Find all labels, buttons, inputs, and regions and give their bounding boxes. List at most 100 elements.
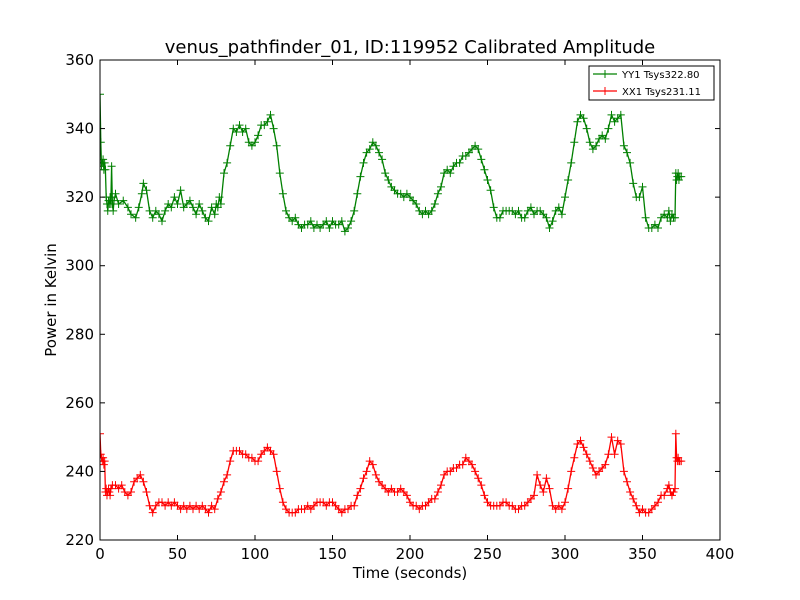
data-point <box>117 481 126 490</box>
data-point <box>215 193 224 202</box>
y-tick-label: 280 <box>65 325 94 343</box>
data-point <box>582 124 591 133</box>
data-point <box>671 429 680 438</box>
data-point <box>671 484 680 493</box>
data-point <box>536 481 545 490</box>
data-point <box>619 141 628 150</box>
data-point <box>626 488 635 496</box>
data-point <box>585 457 594 466</box>
data-point <box>100 460 108 469</box>
data-point <box>272 141 281 150</box>
data-point <box>263 117 272 126</box>
data-point <box>588 464 597 472</box>
x-tick-label: 200 <box>396 545 425 563</box>
data-point <box>100 158 109 167</box>
data-point <box>148 213 157 222</box>
data-point <box>137 189 146 198</box>
x-tick-label: 100 <box>241 545 270 563</box>
data-point <box>375 148 383 157</box>
data-point <box>530 491 538 500</box>
data-point <box>353 189 362 198</box>
data-point <box>629 179 638 188</box>
data-point <box>101 165 110 174</box>
y-tick-label: 300 <box>65 257 94 275</box>
data-point <box>365 145 374 154</box>
data-point <box>592 141 600 150</box>
data-point <box>585 138 594 147</box>
y-tick-label: 340 <box>65 120 94 138</box>
legend-label: XX1 Tsys231.11 <box>622 87 701 98</box>
data-point <box>474 474 483 483</box>
data-point <box>127 488 135 496</box>
data-point <box>601 134 610 143</box>
data-point <box>474 145 483 154</box>
data-point <box>235 121 244 130</box>
y-tick-label: 320 <box>65 188 94 206</box>
series-line <box>100 94 682 233</box>
data-point <box>106 484 115 493</box>
data-point <box>654 498 662 507</box>
data-point <box>471 467 480 476</box>
data-point <box>638 182 647 191</box>
data-point <box>100 138 105 147</box>
data-point <box>607 110 616 119</box>
data-point <box>412 200 421 208</box>
y-tick-label: 260 <box>65 394 94 412</box>
legend-marker <box>601 70 609 78</box>
data-point <box>664 481 673 490</box>
y-tick-label: 220 <box>65 531 94 549</box>
data-point <box>446 169 455 178</box>
data-point <box>158 217 166 226</box>
series-line <box>100 433 682 515</box>
data-point <box>291 213 300 222</box>
data-point <box>213 494 222 503</box>
data-point <box>570 138 579 147</box>
data-point <box>579 114 588 123</box>
data-point <box>610 450 619 459</box>
data-point <box>325 224 334 232</box>
data-point <box>278 189 287 198</box>
data-point <box>486 186 495 195</box>
data-point <box>561 498 569 507</box>
data-point <box>195 200 204 208</box>
data-point <box>635 193 644 202</box>
data-point <box>381 169 390 178</box>
data-point <box>384 176 393 184</box>
series-yy1 <box>100 90 686 236</box>
data-point <box>337 217 346 226</box>
data-point <box>619 467 628 476</box>
data-point <box>632 501 641 510</box>
data-point <box>266 110 275 119</box>
data-point <box>433 189 442 198</box>
x-tick-label: 350 <box>628 545 657 563</box>
data-point <box>109 206 118 215</box>
data-point <box>220 477 228 486</box>
y-tick-label: 360 <box>65 51 94 69</box>
data-point <box>514 206 523 215</box>
data-point <box>677 457 686 466</box>
data-point <box>254 457 263 466</box>
data-point <box>677 172 686 181</box>
data-point <box>134 203 143 212</box>
chart-title: venus_pathfinder_01, ID:119952 Calibrate… <box>165 37 655 58</box>
data-point <box>607 433 616 442</box>
legend: YY1 Tsys322.80 XX1 Tsys231.11 <box>588 65 715 101</box>
data-point <box>356 172 365 181</box>
y-tick-label: 240 <box>65 462 94 480</box>
data-point <box>269 450 278 459</box>
data-point <box>350 206 359 215</box>
data-point <box>210 210 219 219</box>
series-xx1 <box>100 429 686 517</box>
data-point <box>359 158 368 167</box>
data-point <box>254 131 263 140</box>
data-point <box>629 494 638 503</box>
data-point <box>198 206 207 215</box>
data-point <box>545 484 554 493</box>
data-point <box>567 467 576 476</box>
data-point <box>455 158 464 167</box>
data-point <box>564 484 573 493</box>
data-point <box>368 460 377 469</box>
data-point <box>468 460 476 469</box>
x-tick-label: 50 <box>168 545 187 563</box>
data-point <box>176 186 185 195</box>
